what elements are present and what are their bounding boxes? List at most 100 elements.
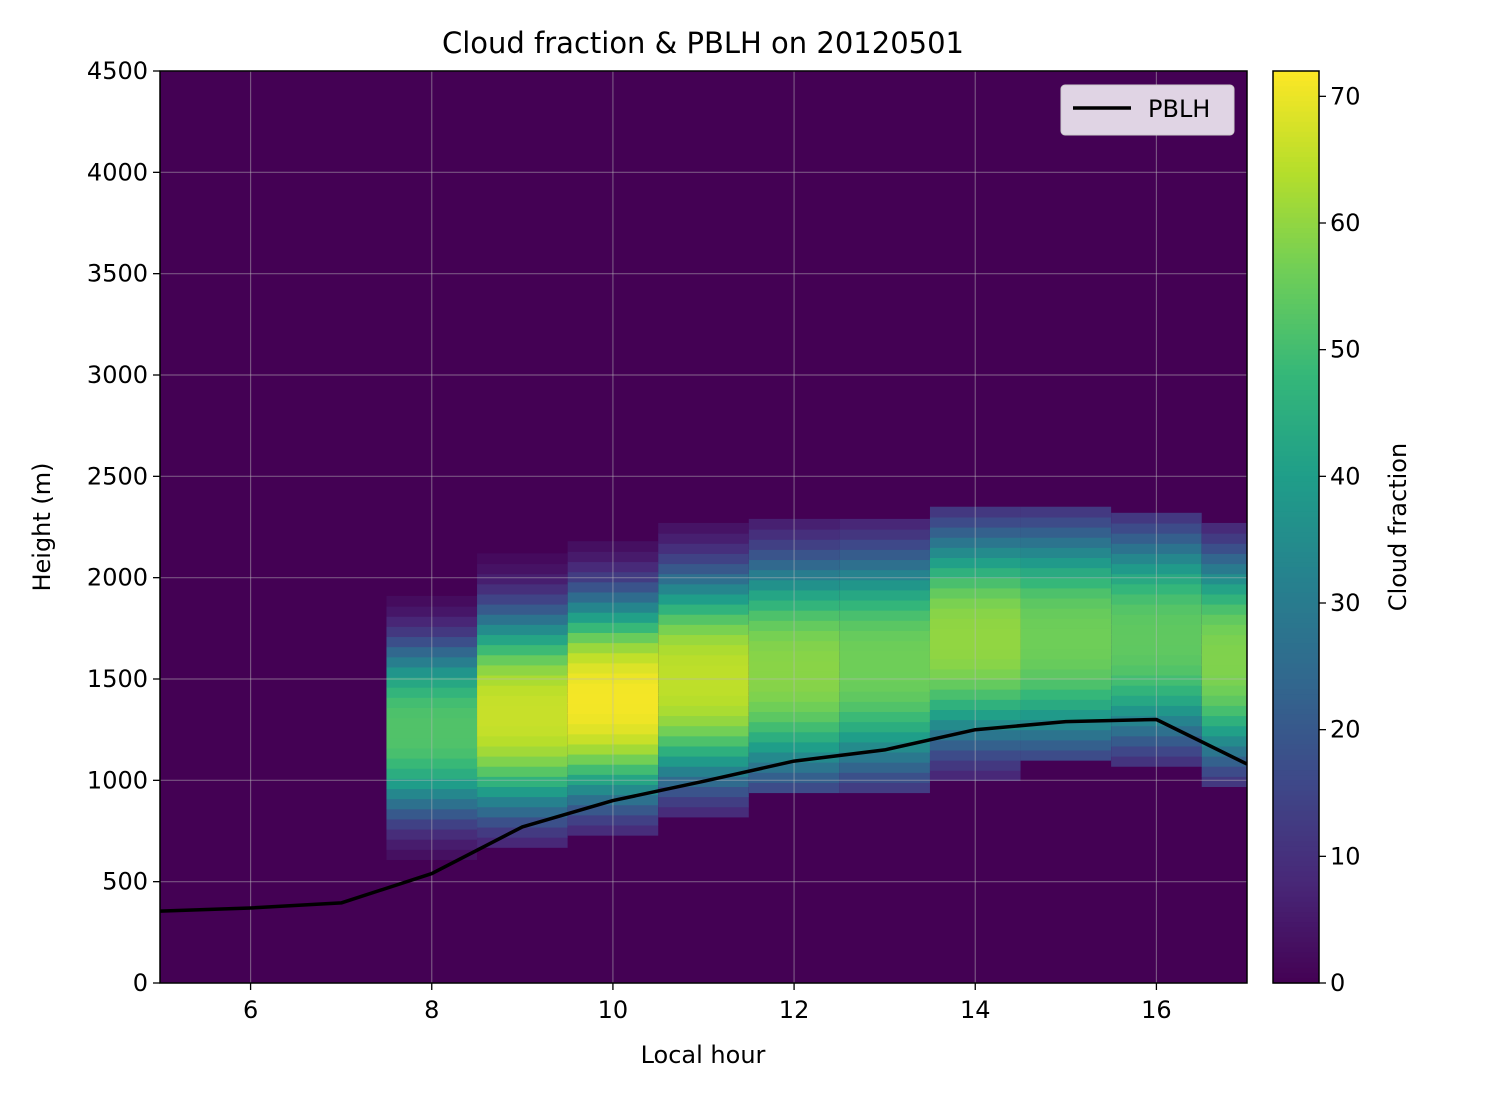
heatmap-cell — [839, 691, 930, 702]
heatmap-cell — [567, 814, 659, 826]
heatmap-cell — [1111, 522, 1202, 534]
y-tick-label: 3000 — [87, 361, 148, 389]
heatmap-cell — [929, 587, 1021, 599]
heatmap-cell — [1020, 739, 1112, 751]
colorbar-strip — [1273, 71, 1319, 77]
heatmap-cell — [748, 741, 840, 753]
colorbar-strip — [1273, 172, 1319, 178]
heatmap-cell — [658, 644, 749, 656]
colorbar-strip — [1273, 810, 1319, 817]
heatmap-cell — [567, 774, 659, 785]
colorbar-strip — [1273, 562, 1319, 569]
colorbar-strip — [1273, 177, 1319, 184]
heatmap-cell — [1020, 749, 1112, 761]
heatmap-cell — [567, 551, 659, 563]
colorbar-strip — [1273, 390, 1319, 396]
heatmap-cell — [658, 685, 749, 696]
pblh-line — [160, 717, 1247, 913]
x-tick-label: 14 — [960, 996, 991, 1024]
colorbar-tick-label: 20 — [1330, 716, 1361, 744]
heatmap-cell — [929, 516, 1021, 528]
colorbar-strip — [1273, 699, 1319, 705]
heatmap-cell — [477, 674, 568, 686]
heatmap-cell — [1201, 583, 1247, 595]
heatmap-cell — [1111, 756, 1202, 767]
colorbar-label: Cloud fraction — [1384, 443, 1412, 611]
heatmap-cell — [658, 806, 749, 818]
heatmap-cell — [658, 796, 749, 808]
heatmap-cell — [929, 628, 1021, 640]
colorbar-strip — [1273, 359, 1319, 366]
x-tick-label: 10 — [598, 996, 629, 1024]
colorbar-strip — [1273, 967, 1319, 974]
heatmap-cell — [1020, 648, 1112, 660]
colorbar-strip — [1273, 866, 1319, 873]
colorbar-strip — [1273, 288, 1319, 295]
heatmap-cell — [477, 664, 568, 676]
colorbar-strip — [1273, 187, 1319, 194]
colorbar-strip — [1273, 907, 1319, 913]
colorbar-strip — [1273, 922, 1319, 928]
heatmap-cell — [839, 681, 930, 692]
colorbar-strip — [1273, 207, 1319, 214]
heatmap-cell — [748, 620, 840, 631]
colorbar-strip — [1273, 182, 1319, 189]
heatmap-cell — [748, 650, 840, 662]
colorbar-strip — [1273, 481, 1319, 488]
heatmap-cell — [658, 786, 749, 798]
colorbar-strip — [1273, 729, 1319, 736]
colorbar-tick-label: 10 — [1330, 842, 1361, 870]
heatmap-cell — [1020, 658, 1112, 670]
colorbar: 0 10 20 30 40 50 60 70 — [1272, 70, 1361, 997]
heatmap-cell — [1201, 634, 1247, 646]
heatmap-cell — [567, 743, 659, 755]
heatmap-cell — [567, 683, 659, 694]
colorbar-strip — [1273, 851, 1319, 857]
heatmap-cell — [839, 529, 930, 540]
heatmap-cell — [1201, 593, 1247, 605]
heatmap-cell — [567, 541, 659, 552]
colorbar-strip — [1273, 709, 1319, 716]
heatmap-cell — [929, 618, 1021, 629]
heatmap-cell — [929, 537, 1021, 548]
heatmap-cell — [386, 676, 478, 688]
colorbar-strip — [1273, 603, 1319, 609]
heatmap-cell — [748, 681, 840, 692]
heatmap-cell — [748, 539, 840, 550]
heatmap-cell — [929, 608, 1021, 619]
heatmap-cell — [386, 616, 478, 627]
colorbar-strip — [1273, 714, 1319, 721]
heatmap-cell — [839, 539, 930, 550]
heatmap-cell — [1111, 634, 1202, 646]
colorbar-strip — [1273, 521, 1319, 528]
heatmap-cell — [748, 670, 840, 682]
colorbar-strip — [1273, 405, 1319, 412]
heatmap-cell — [748, 559, 840, 571]
heatmap-cell — [1201, 776, 1247, 788]
heatmap-cell — [477, 766, 568, 777]
heatmap-cell — [1020, 516, 1112, 528]
heatmap-cell — [477, 573, 568, 585]
y-tick-label: 4500 — [87, 57, 148, 85]
heatmap-cell — [477, 735, 568, 747]
colorbar-strip — [1273, 527, 1319, 533]
colorbar-strip — [1273, 354, 1319, 361]
heatmap-cell — [386, 687, 478, 698]
colorbar-strip — [1273, 385, 1319, 391]
colorbar-tick-label: 0 — [1330, 969, 1345, 997]
colorbar-strip — [1273, 770, 1319, 776]
colorbar-strip — [1273, 927, 1319, 933]
colorbar-strip — [1273, 375, 1319, 381]
colorbar-strip — [1273, 820, 1319, 827]
heatmap-cell — [386, 808, 478, 820]
colorbar-strip — [1273, 496, 1319, 503]
colorbar-strip — [1273, 476, 1319, 482]
heatmap-cell — [1020, 557, 1112, 569]
heatmap-cell — [658, 745, 749, 757]
heatmap-cells — [386, 506, 1247, 860]
heatmap-cell — [477, 654, 568, 666]
heatmap-cell — [929, 577, 1021, 589]
colorbar-strip — [1273, 881, 1319, 888]
heatmap-cell — [477, 837, 568, 848]
colorbar-strip — [1273, 233, 1319, 239]
